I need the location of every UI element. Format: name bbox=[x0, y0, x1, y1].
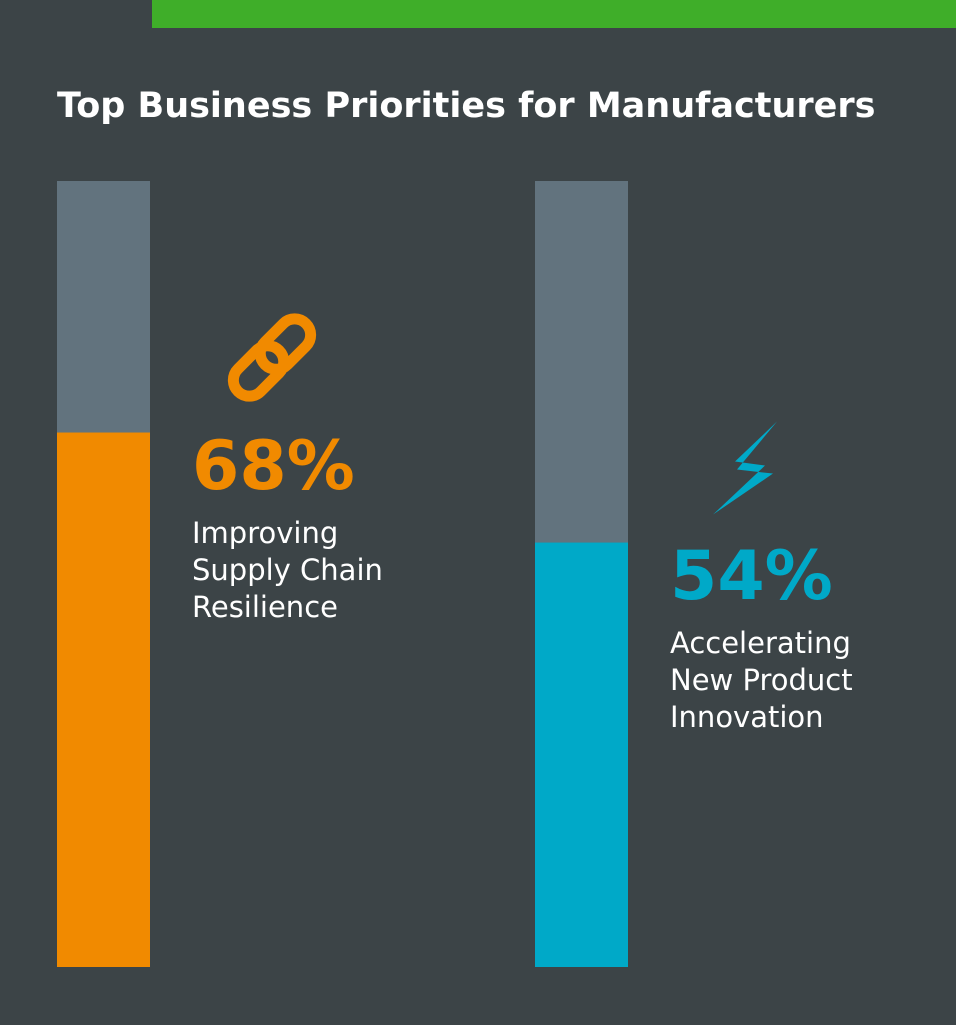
bar bbox=[57, 432, 150, 967]
category-label: Improving Supply Chain Resilience bbox=[192, 515, 383, 624]
chart-title: Top Business Priorities for Manufacturer… bbox=[57, 86, 876, 126]
accent-bar bbox=[152, 0, 956, 28]
value-label: 68% bbox=[192, 426, 355, 506]
value-label: 54% bbox=[670, 536, 833, 616]
bolt-icon bbox=[713, 421, 777, 515]
category-label: Accelerating New Product Innovation bbox=[670, 625, 853, 734]
chain-icon bbox=[227, 313, 317, 402]
bar bbox=[535, 542, 628, 967]
